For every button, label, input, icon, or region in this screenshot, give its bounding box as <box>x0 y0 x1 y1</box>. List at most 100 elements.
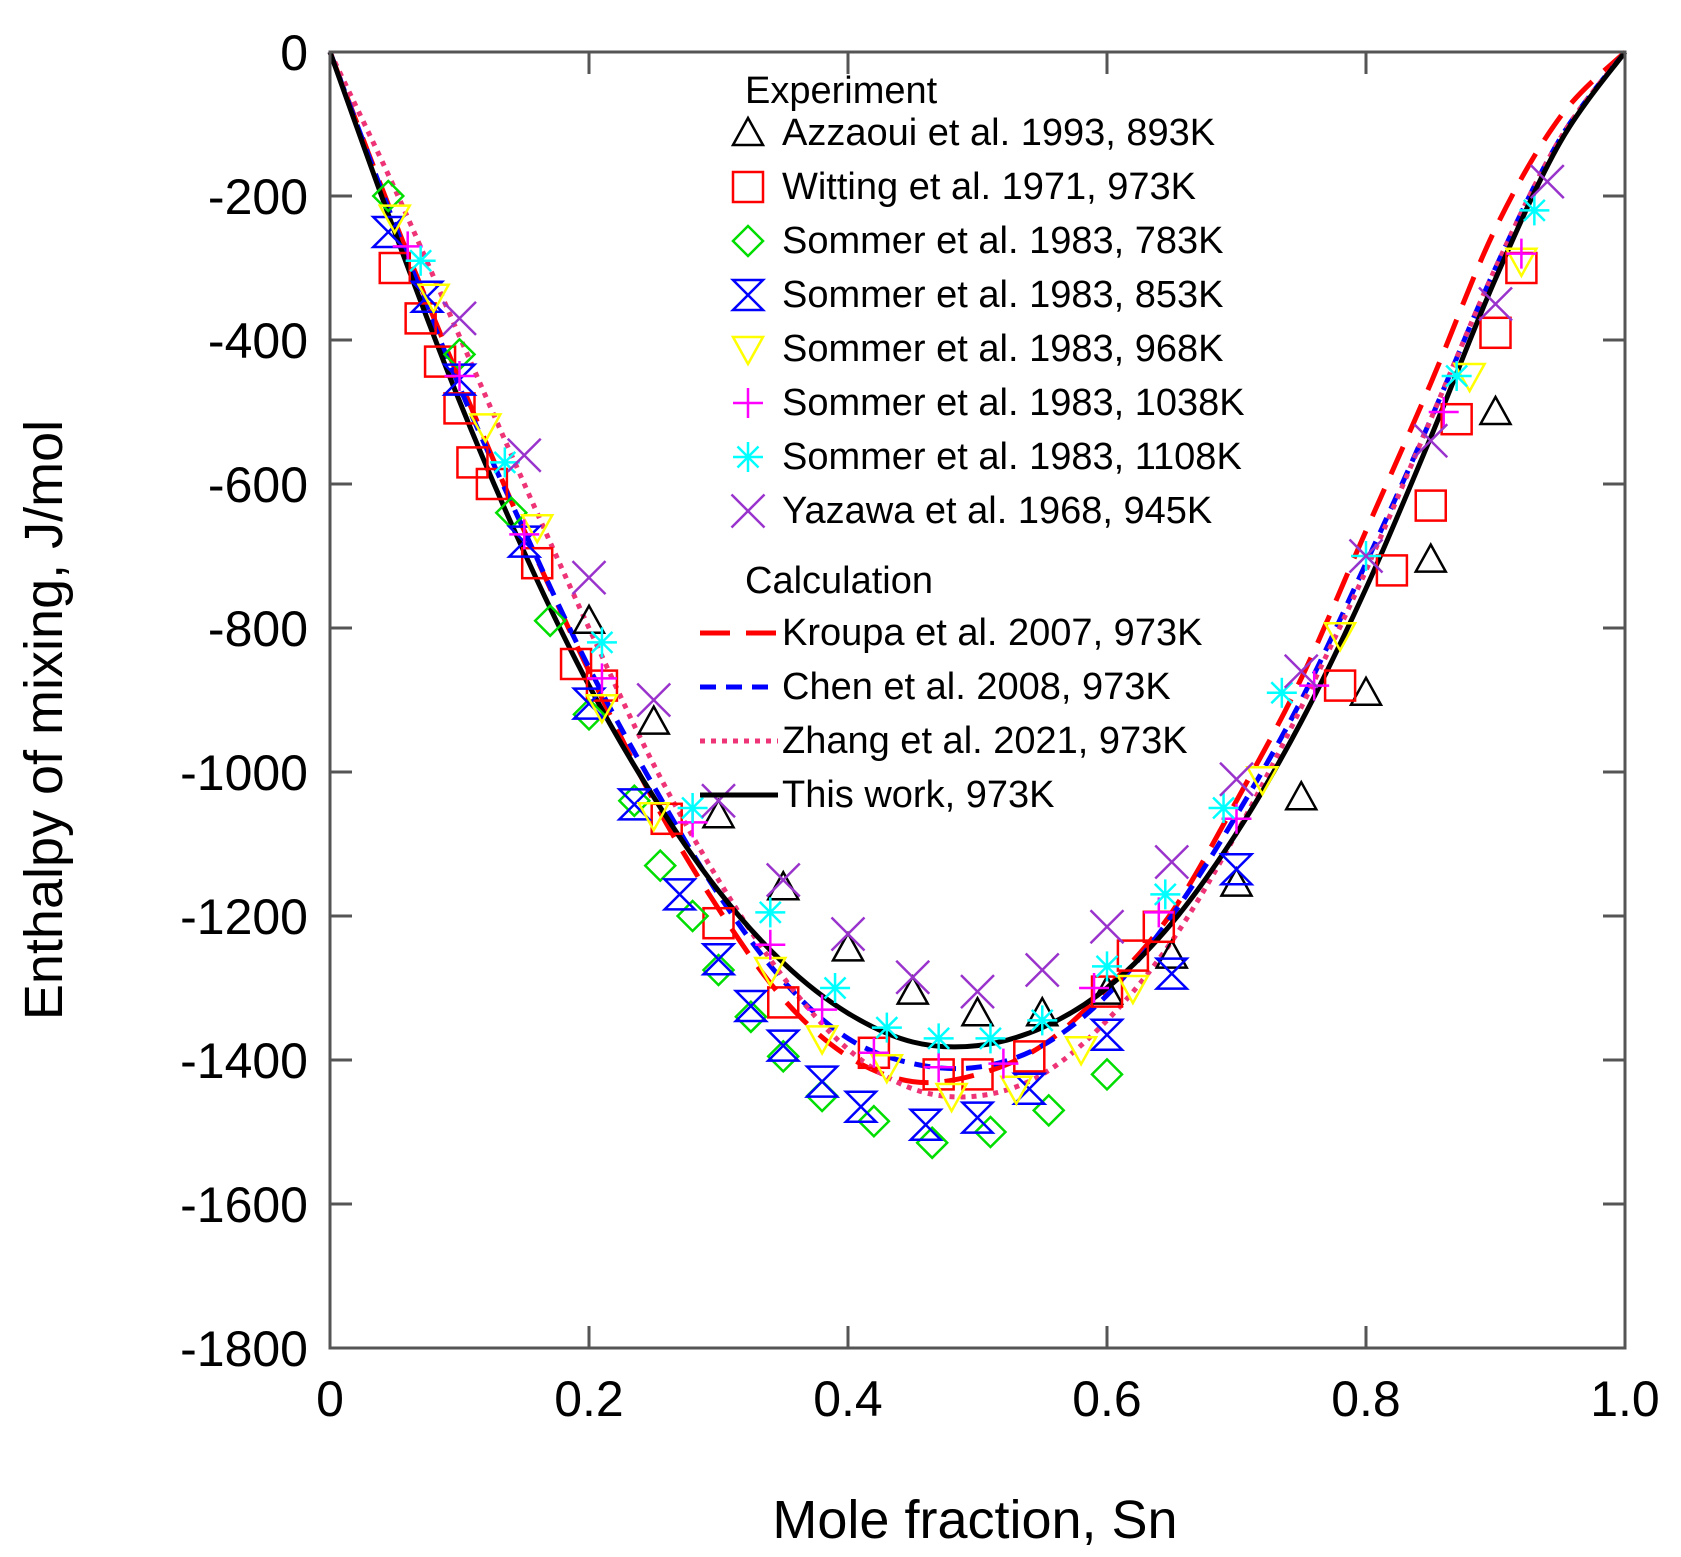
legend-entry: This work, 973K <box>700 774 1054 816</box>
data-point <box>1428 397 1459 427</box>
data-point <box>871 1012 902 1043</box>
legend-entry: Yazawa et al. 1968, 945K <box>730 490 1212 532</box>
legend-entry: Chen et al. 2008, 973K <box>700 666 1171 708</box>
legend-entry: Zhang et al. 2021, 973K <box>700 720 1188 762</box>
legend-label: Witting et al. 1971, 973K <box>782 166 1196 208</box>
data-point <box>830 930 866 962</box>
data-point <box>975 1023 1006 1054</box>
data-point <box>907 1108 944 1142</box>
data-point <box>409 280 446 314</box>
data-point <box>1088 1018 1126 1052</box>
data-point <box>1323 669 1357 702</box>
data-point <box>1529 164 1565 199</box>
data-point <box>700 942 737 976</box>
data-point <box>1115 974 1151 1006</box>
data-point <box>468 413 503 444</box>
x-axis-title: Mole fraction, Sn <box>772 1490 1177 1550</box>
data-point <box>1478 394 1513 426</box>
data-point <box>766 1039 801 1074</box>
data-point <box>1011 1072 1048 1106</box>
data-point <box>636 682 672 718</box>
data-point <box>765 1029 802 1062</box>
y-tick-label: -1800 <box>180 1321 308 1377</box>
axis-ticks: 0 0.2 0.4 0.6 0.8 1.0 0 -200 -400 -600 -800 -1000 -1… <box>180 25 1660 1427</box>
data-point <box>1150 879 1181 910</box>
data-point <box>1027 1005 1058 1036</box>
data-point <box>584 693 620 725</box>
data-point <box>732 989 769 1023</box>
data-point <box>934 1082 969 1114</box>
data-point <box>857 1104 891 1138</box>
data-point <box>842 1090 879 1124</box>
data-point <box>804 1025 840 1056</box>
series-yazawa-7 <box>442 164 1565 1009</box>
data-point <box>804 1065 841 1098</box>
y-tick-label: -800 <box>208 601 308 657</box>
data-point <box>1348 538 1384 574</box>
plot-frame <box>328 50 1627 1350</box>
x-tick-label: 0.8 <box>1331 1371 1401 1427</box>
series-sommer-6 <box>405 195 1550 1054</box>
data-point <box>830 916 866 952</box>
data-point <box>520 513 555 545</box>
data-point <box>1154 844 1190 880</box>
x-tick-label: 0 <box>316 1371 344 1427</box>
y-tick-label: -1400 <box>180 1033 308 1089</box>
data-point <box>701 953 736 987</box>
legend-entry: Sommer et al. 1983, 783K <box>731 220 1223 262</box>
y-tick-label: 0 <box>280 25 308 81</box>
x-tick-label: 0.4 <box>813 1371 883 1427</box>
y-tick-label: -400 <box>208 313 308 369</box>
y-tick-label: -1000 <box>180 745 308 801</box>
legend-label: Sommer et al. 1983, 853K <box>782 274 1223 316</box>
calculation-curves <box>327 50 1628 1100</box>
data-point <box>377 204 412 236</box>
curve-this <box>327 50 1628 1050</box>
data-point <box>1284 779 1319 811</box>
legend-marker <box>733 442 763 472</box>
legend-calculation-heading: Calculation <box>745 560 933 602</box>
data-point <box>442 301 477 336</box>
legend-entry: Witting et al. 1971, 973K <box>731 166 1196 208</box>
y-tick-label: -200 <box>208 169 308 225</box>
data-point <box>702 906 735 940</box>
data-point <box>869 1053 904 1085</box>
data-point <box>675 899 710 933</box>
data-point <box>1219 761 1254 797</box>
data-point <box>392 231 423 262</box>
data-point <box>820 973 851 1003</box>
data-point <box>1414 489 1447 522</box>
data-point <box>405 245 436 276</box>
data-point <box>766 869 801 901</box>
data-point <box>1375 554 1409 587</box>
data-point <box>755 929 786 960</box>
data-point <box>701 783 736 819</box>
curve-zhang <box>327 50 1627 1100</box>
data-point <box>1452 362 1487 394</box>
legend-entry: Sommer et al. 1983, 1108K <box>733 436 1242 478</box>
data-point <box>858 1037 889 1068</box>
legend-label: Chen et al. 2008, 973K <box>782 666 1171 708</box>
legend-marker <box>730 115 766 147</box>
data-point <box>643 848 677 883</box>
legend-label: Sommer et al. 1983, 783K <box>782 220 1223 262</box>
data-point <box>807 994 838 1025</box>
legend-experiment-heading: Experiment <box>745 70 938 112</box>
data-point <box>520 546 554 580</box>
data-point <box>586 663 617 694</box>
data-point <box>416 283 451 315</box>
data-point <box>506 437 542 473</box>
data-point <box>1079 973 1110 1003</box>
legend-marker <box>730 335 766 367</box>
data-point <box>895 959 931 995</box>
data-point <box>371 179 406 213</box>
data-point <box>1208 793 1239 823</box>
data-point <box>1090 1057 1124 1092</box>
data-point <box>1154 938 1189 969</box>
data-point <box>423 345 457 378</box>
data-point <box>1089 909 1125 945</box>
data-point <box>1322 621 1358 653</box>
data-point <box>378 251 411 285</box>
series-sommer-5 <box>392 231 1537 1083</box>
